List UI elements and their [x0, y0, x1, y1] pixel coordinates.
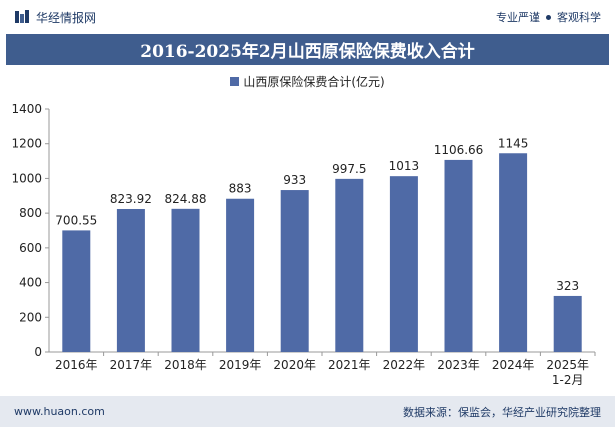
bar — [444, 159, 473, 352]
y-tick-label: 1200 — [11, 137, 42, 151]
y-tick-label: 800 — [19, 206, 42, 220]
x-tick-label: 2024年 — [492, 358, 535, 372]
bar — [280, 190, 309, 352]
bar — [116, 208, 145, 352]
bar-value-label: 823.92 — [110, 192, 152, 206]
bar-chart: 0 200 400 600 800 1000 1200 1400 700.55 2016年 823.… — [11, 102, 596, 387]
x-tick-label: 2022年 — [383, 358, 426, 372]
brand: 华经情报网 — [14, 9, 96, 26]
x-tick-label: 1-2月 — [552, 373, 584, 387]
footer-source: 数据来源：保监会，华经产业研究院整理 — [403, 405, 601, 419]
brand-name: 华经情报网 — [36, 10, 97, 25]
brand-logo-icon — [15, 10, 29, 23]
y-tick-label: 200 — [19, 310, 42, 324]
bar — [553, 295, 582, 352]
bar-value-label: 1145 — [498, 136, 529, 150]
y-tick-label: 1400 — [11, 102, 42, 116]
x-tick-label: 2016年 — [55, 358, 98, 372]
legend-swatch — [230, 76, 240, 86]
bar — [171, 208, 200, 352]
bar-value-label: 700.55 — [55, 213, 97, 227]
y-tick-label: 0 — [34, 345, 42, 359]
legend-label: 山西原保险保费合计(亿元) — [243, 74, 385, 89]
tagline-dot-icon — [546, 14, 551, 20]
bar-value-label: 933 — [283, 173, 306, 187]
x-tick-label: 2017年 — [110, 358, 153, 372]
bar-value-label: 824.88 — [165, 192, 207, 206]
tagline-left: 专业严谨 — [496, 11, 540, 24]
y-tick-label: 400 — [19, 276, 42, 290]
y-tick-label: 1000 — [11, 171, 42, 185]
bar — [499, 153, 528, 352]
bar-value-label: 323 — [556, 279, 579, 293]
x-tick-label: 2020年 — [273, 358, 316, 372]
chart-title: 2016-2025年2月山西原保险保费收入合计 — [6, 34, 609, 65]
bar-value-label: 997.5 — [332, 162, 366, 176]
bar-value-label: 883 — [229, 182, 252, 196]
x-tick-label: 2023年 — [437, 358, 480, 372]
x-tick-label: 2021年 — [328, 358, 371, 372]
tagline-right: 客观科学 — [557, 11, 601, 24]
footer-bar: www.huaon.com 数据来源：保监会，华经产业研究院整理 — [0, 396, 615, 427]
bar — [62, 230, 91, 352]
bar — [389, 176, 418, 352]
x-tick-label: 2019年 — [219, 358, 262, 372]
x-tick-label: 2025年 — [546, 358, 589, 372]
chart-legend: 山西原保险保费合计(亿元) — [0, 72, 615, 90]
bar-value-label: 1013 — [389, 159, 420, 173]
bar — [226, 198, 255, 352]
y-tick-label: 600 — [19, 241, 42, 255]
tagline: 专业严谨 客观科学 — [496, 9, 601, 25]
top-bar: 华经情报网 专业严谨 客观科学 — [0, 0, 615, 34]
bar — [335, 178, 364, 352]
footer-website[interactable]: www.huaon.com — [14, 405, 105, 418]
bar-value-label: 1106.66 — [434, 143, 484, 157]
x-tick-label: 2018年 — [164, 358, 207, 372]
